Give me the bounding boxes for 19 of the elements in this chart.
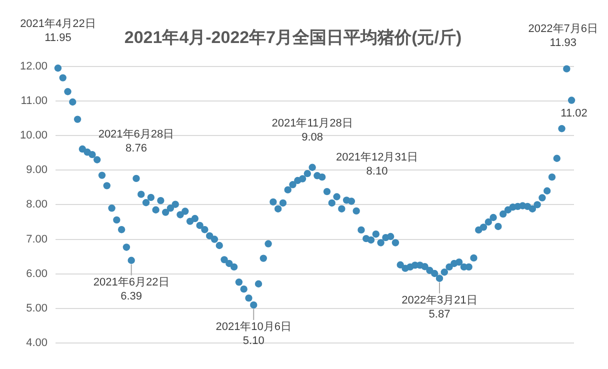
annotation: 2021年11月28日 9.08 [272, 117, 353, 144]
annotation: 11.02 [560, 107, 588, 120]
annotation: 2022年3月21日 5.87 [402, 294, 478, 320]
y-tick-label: 9.00 [26, 164, 48, 176]
y-tick-label: 8.00 [26, 198, 48, 211]
y-tick-label: 11.00 [20, 95, 48, 108]
annotation: 2021年6月28日 8.76 [98, 128, 174, 154]
annotation: 2021年10月6日 5.10 [216, 321, 292, 347]
annotation: 2021年12月31日 8.10 [336, 152, 418, 178]
annotation: 2022年7月6日 11.93 [528, 22, 598, 49]
annotation: 2021年4月22日 11.95 [20, 18, 96, 44]
y-tick-label: 12.00 [20, 60, 48, 72]
y-tick-label: 4.00 [26, 337, 48, 350]
annotation: 2021年6月22日 6.39 [93, 276, 170, 302]
y-tick-label: 5.00 [26, 302, 48, 314]
y-tick-label: 7.00 [26, 233, 48, 246]
y-tick-label: 10.00 [20, 130, 48, 142]
y-tick-label: 6.00 [26, 268, 48, 280]
chart-title: 2021年4月-2022年7月全国日平均猪价(元/斤) [124, 28, 462, 47]
